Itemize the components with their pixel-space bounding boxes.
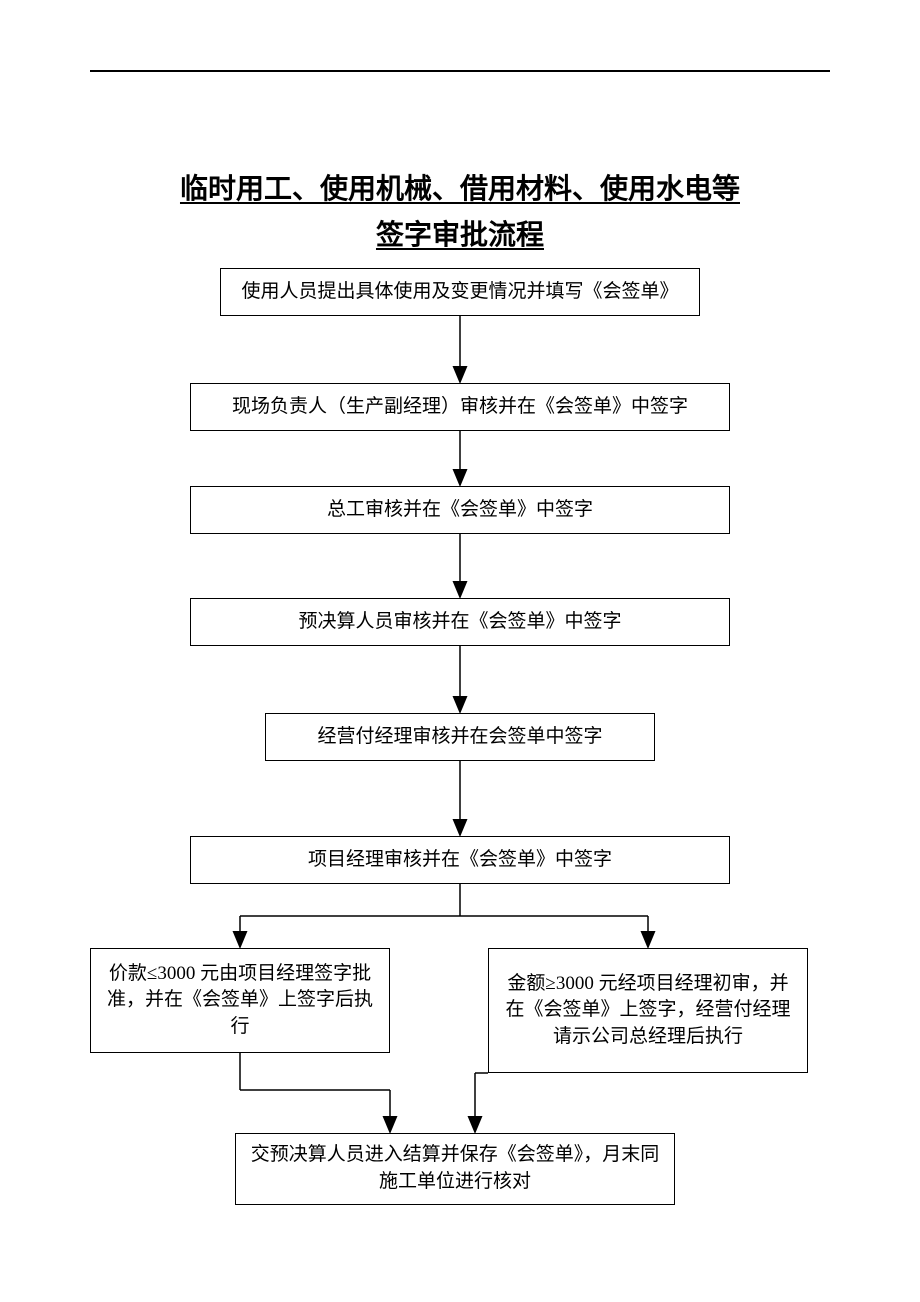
page-title-line1-wrap: 临时用工、使用机械、借用材料、使用水电等	[90, 167, 830, 207]
flow-node-step6: 项目经理审核并在《会签单》中签字	[190, 836, 730, 884]
flowchart-container: www.zixin.com.cn	[90, 268, 830, 1228]
page-title-line2: 签字审批流程	[376, 220, 544, 251]
flow-node-label: 价款≤3000 元由项目经理签字批准，并在《会签单》上签字后执行	[105, 961, 375, 1041]
flow-node-label: 金额≥3000 元经项目经理初审，并在《会签单》上签字，经营付经理请示公司总经理…	[503, 971, 793, 1051]
horizontal-rule	[90, 70, 830, 72]
page-title-line1: 临时用工、使用机械、借用材料、使用水电等	[180, 174, 740, 205]
flow-node-label: 经营付经理审核并在会签单中签字	[317, 724, 602, 751]
flow-node-step2: 现场负责人（生产副经理）审核并在《会签单》中签字	[190, 383, 730, 431]
flow-node-step1: 使用人员提出具体使用及变更情况并填写《会签单》	[220, 268, 700, 316]
flow-node-label: 预决算人员审核并在《会签单》中签字	[298, 609, 621, 636]
flow-node-label: 项目经理审核并在《会签单》中签字	[308, 847, 612, 874]
flow-node-final: 交预决算人员进入结算并保存《会签单》，月末同施工单位进行核对	[235, 1133, 675, 1205]
flow-node-step5: 经营付经理审核并在会签单中签字	[265, 713, 655, 761]
flow-node-step4: 预决算人员审核并在《会签单》中签字	[190, 598, 730, 646]
flow-node-branch-right: 金额≥3000 元经项目经理初审，并在《会签单》上签字，经营付经理请示公司总经理…	[488, 948, 808, 1073]
flow-node-branch-left: 价款≤3000 元由项目经理签字批准，并在《会签单》上签字后执行	[90, 948, 390, 1053]
flow-node-label: 使用人员提出具体使用及变更情况并填写《会签单》	[241, 279, 678, 306]
flow-node-label: 交预决算人员进入结算并保存《会签单》，月末同施工单位进行核对	[250, 1142, 660, 1195]
flow-node-label: 现场负责人（生产副经理）审核并在《会签单》中签字	[232, 394, 688, 421]
page-title-line2-wrap: 签字审批流程	[90, 213, 830, 253]
flow-node-label: 总工审核并在《会签单》中签字	[327, 497, 593, 524]
flow-node-step3: 总工审核并在《会签单》中签字	[190, 486, 730, 534]
